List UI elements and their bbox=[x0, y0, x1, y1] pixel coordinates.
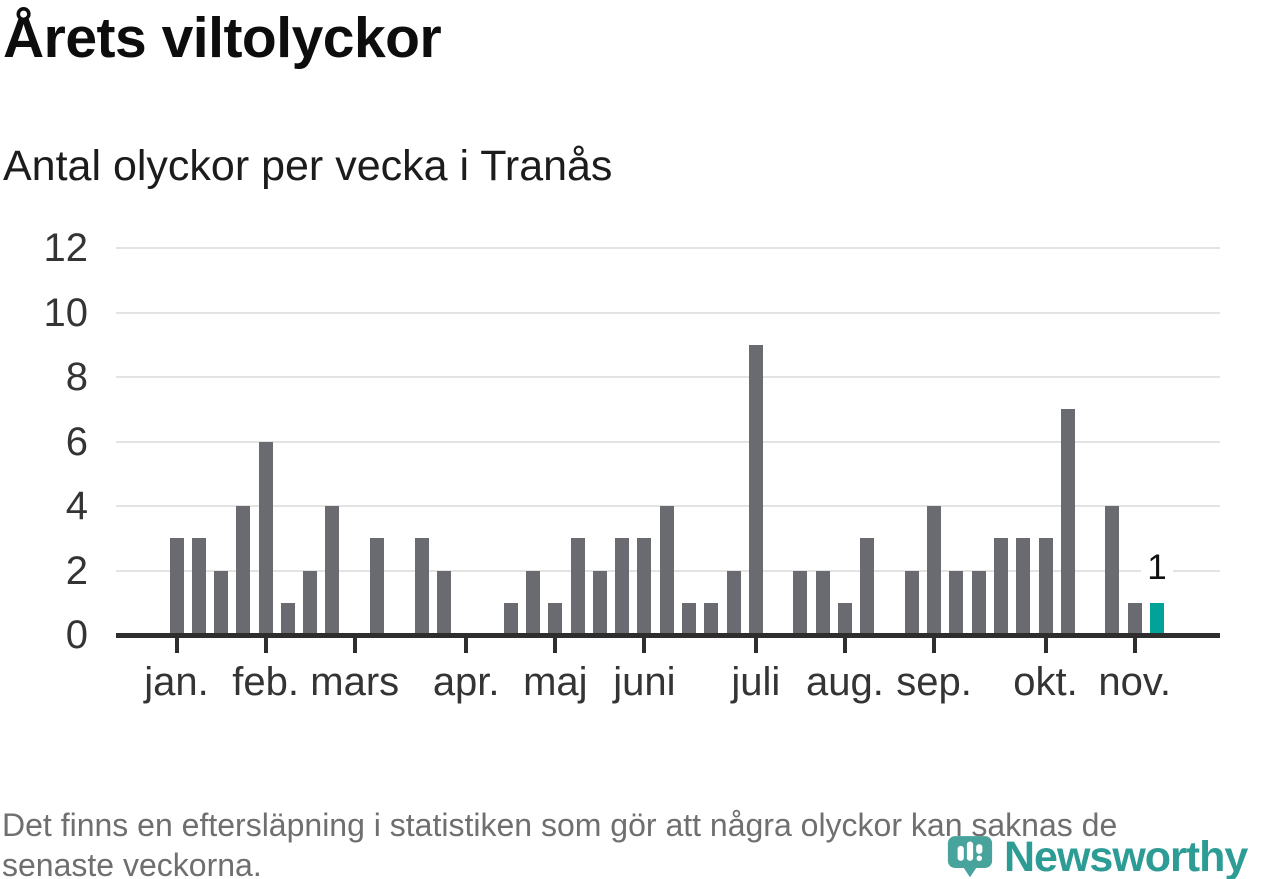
bar bbox=[436, 570, 451, 635]
bar bbox=[726, 570, 741, 635]
chart-subtitle: Antal olyckor per vecka i Tranås bbox=[3, 142, 613, 190]
bar bbox=[592, 570, 607, 635]
bar bbox=[191, 538, 206, 635]
month-tick bbox=[174, 638, 179, 653]
month-label: maj bbox=[523, 660, 588, 704]
bar bbox=[1127, 602, 1142, 635]
month-tick bbox=[553, 638, 558, 653]
value-annotation: 1 bbox=[1140, 550, 1173, 586]
bar bbox=[526, 570, 541, 635]
gridline bbox=[116, 311, 1220, 314]
month-tick bbox=[932, 638, 937, 653]
bar bbox=[659, 506, 674, 635]
month-label: sep. bbox=[896, 660, 972, 704]
footer-note-line: Det finns en eftersläpning i statistiken… bbox=[2, 807, 1118, 843]
y-axis-label: 8 bbox=[65, 355, 88, 399]
bar bbox=[1105, 506, 1120, 635]
gridline bbox=[116, 376, 1220, 378]
y-axis-label: 4 bbox=[65, 484, 88, 528]
bar bbox=[971, 570, 986, 635]
bar bbox=[615, 538, 630, 635]
month-label: feb. bbox=[232, 660, 299, 704]
y-axis-label: 0 bbox=[65, 613, 88, 657]
bar bbox=[1016, 538, 1031, 635]
footer-note-line: senaste veckorna. bbox=[2, 847, 262, 879]
newsworthy-text: Newsworthy bbox=[1004, 833, 1248, 879]
month-label: jan. bbox=[144, 660, 209, 704]
bar bbox=[927, 506, 942, 635]
bar bbox=[280, 602, 295, 635]
bar bbox=[1038, 538, 1053, 635]
bar bbox=[704, 602, 719, 635]
footer-note: Det finns en eftersläpning i statistiken… bbox=[2, 805, 1262, 879]
bar bbox=[904, 570, 919, 635]
newsworthy-logo: Newsworthy bbox=[947, 833, 1248, 879]
bar bbox=[258, 441, 273, 635]
month-tick bbox=[263, 638, 268, 653]
bar bbox=[748, 344, 763, 635]
bar bbox=[793, 570, 808, 635]
bar bbox=[503, 602, 518, 635]
month-label: apr. bbox=[432, 660, 500, 704]
month-tick bbox=[352, 638, 357, 653]
month-tick bbox=[642, 638, 647, 653]
month-label: mars bbox=[310, 660, 400, 704]
y-axis-label: 10 bbox=[43, 290, 89, 335]
bar bbox=[370, 538, 385, 635]
bar bbox=[1060, 409, 1075, 635]
bar-highlighted bbox=[1149, 602, 1164, 635]
bar bbox=[682, 602, 696, 635]
y-axis-label: 6 bbox=[65, 419, 88, 464]
month-tick bbox=[753, 638, 758, 653]
month-tick bbox=[1043, 638, 1048, 653]
bar bbox=[815, 570, 830, 635]
month-label: nov. bbox=[1098, 660, 1171, 704]
bar bbox=[214, 570, 229, 635]
month-label: okt. bbox=[1013, 660, 1078, 704]
page-title: Årets viltolyckor bbox=[3, 6, 442, 70]
bar bbox=[860, 538, 875, 635]
bar bbox=[637, 538, 652, 635]
month-label: juli bbox=[731, 660, 781, 704]
bar bbox=[993, 538, 1008, 635]
bar bbox=[169, 538, 184, 635]
month-label: aug. bbox=[806, 660, 884, 704]
bar bbox=[414, 538, 429, 635]
bar-chart: 0 2 4 6 8 10 12 jan. feb. mars apr. maj juni juli aug.… bbox=[0, 226, 1262, 720]
bar bbox=[837, 602, 852, 635]
bar bbox=[325, 506, 340, 635]
x-axis-line bbox=[116, 633, 1220, 638]
bar bbox=[303, 570, 318, 635]
month-label: juni bbox=[613, 660, 676, 704]
bar bbox=[236, 506, 251, 635]
month-tick bbox=[464, 638, 469, 653]
bar bbox=[570, 538, 585, 635]
bar bbox=[949, 570, 964, 635]
gridline bbox=[116, 247, 1220, 249]
gridline bbox=[116, 440, 1220, 443]
y-axis-label: 12 bbox=[43, 226, 89, 270]
month-tick bbox=[1132, 638, 1137, 653]
y-axis-label: 2 bbox=[65, 548, 88, 593]
month-tick bbox=[842, 638, 847, 653]
bar bbox=[548, 602, 563, 635]
bar-chart-pin-icon bbox=[947, 836, 993, 878]
